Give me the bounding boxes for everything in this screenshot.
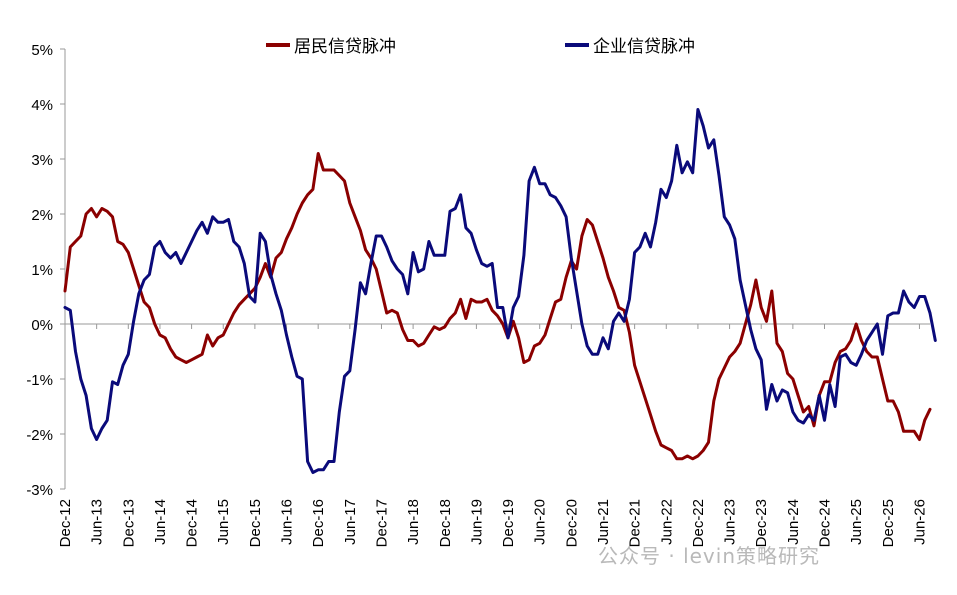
series-line-household xyxy=(63,152,932,461)
y-tick-label: 0% xyxy=(31,317,53,334)
x-tick-label: Dec-13 xyxy=(120,499,137,547)
x-tick-label: Dec-16 xyxy=(310,499,327,547)
x-tick-label: Dec-14 xyxy=(184,499,201,547)
legend: 居民信贷脉冲 企业信贷脉冲 xyxy=(266,37,695,57)
x-tick-label: Dec-24 xyxy=(817,499,834,547)
x-tick-label: Dec-12 xyxy=(57,499,74,547)
x-tick-label: Jun-14 xyxy=(152,499,169,545)
x-tick-label: Jun-17 xyxy=(342,499,359,545)
x-tick-label: Dec-18 xyxy=(437,499,454,547)
x-tick-label: Dec-25 xyxy=(880,499,897,547)
x-tick-label: Jun-20 xyxy=(532,499,549,545)
y-axis: 5% 4% 3% 2% 1% 0% -1% -2% -3% xyxy=(26,42,66,499)
x-tick-label: Jun-21 xyxy=(595,499,612,545)
x-tick-label: Jun-25 xyxy=(848,499,865,545)
x-tick-label: Jun-19 xyxy=(468,499,485,545)
y-tick-label: 3% xyxy=(31,152,53,169)
x-tick-label: Jun-13 xyxy=(89,499,106,545)
y-tick-label: -2% xyxy=(26,427,53,444)
series-lines xyxy=(63,108,937,474)
y-tick-label: -3% xyxy=(26,482,53,499)
x-tick-label: Dec-17 xyxy=(373,499,390,547)
legend-label-corporate: 企业信贷脉冲 xyxy=(593,37,695,57)
series-line-corporate xyxy=(63,108,937,474)
x-tick-label: Dec-20 xyxy=(563,499,580,547)
x-tick-label: Jun-18 xyxy=(405,499,422,545)
x-tick-label: Jun-23 xyxy=(722,499,739,545)
x-tick-label: Jun-26 xyxy=(911,499,928,545)
x-tick-label: Dec-23 xyxy=(753,499,770,547)
y-tick-label: 1% xyxy=(31,262,53,279)
x-axis: Dec-12 Jun-13 Dec-13 Jun-14 Dec-14 Jun-15 Dec-… xyxy=(57,323,930,547)
watermark: 公众号 · levin策略研究 xyxy=(598,544,821,568)
y-tick-label: 4% xyxy=(31,97,53,114)
x-tick-label: Jun-24 xyxy=(785,499,802,545)
y-tick-label: 5% xyxy=(31,42,53,59)
x-tick-label: Dec-21 xyxy=(627,499,644,547)
legend-label-household: 居民信贷脉冲 xyxy=(294,37,396,57)
x-tick-label: Jun-15 xyxy=(215,499,232,545)
y-tick-label: -1% xyxy=(26,372,53,389)
x-tick-label: Dec-22 xyxy=(690,499,707,547)
x-tick-label: Dec-15 xyxy=(247,499,264,547)
y-tick-label: 2% xyxy=(31,207,53,224)
x-tick-label: Jun-16 xyxy=(279,499,296,545)
x-tick-label: Jun-22 xyxy=(658,499,675,545)
x-tick-label: Dec-19 xyxy=(500,499,517,547)
